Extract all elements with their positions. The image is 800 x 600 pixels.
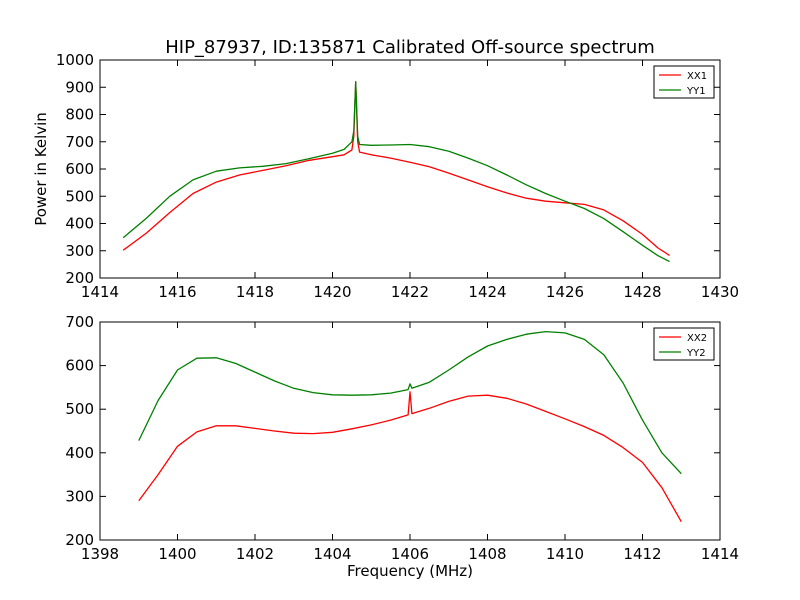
- top-chart-legend-label-xx1: XX1: [687, 71, 707, 82]
- top-chart-y-axis-label: Power in Kelvin: [32, 112, 50, 226]
- top-chart-legend-label-yy1: YY1: [686, 86, 706, 97]
- top-chart-y-tick-label: 700: [65, 133, 94, 151]
- top-chart-x-tick-label: 1420: [313, 283, 351, 301]
- bottom-chart-x-tick-label: 1402: [236, 545, 274, 563]
- bottom-chart-y-tick-label: 300: [65, 487, 94, 505]
- bottom-chart-x-tick-label: 1408: [468, 545, 506, 563]
- top-chart-title: HIP_87937, ID:135871 Calibrated Off-sour…: [165, 37, 655, 58]
- top-chart-y-tick-label: 800: [65, 106, 94, 124]
- top-chart-y-tick-label: 1000: [56, 51, 94, 69]
- top-chart-x-tick-label: 1426: [546, 283, 584, 301]
- top-chart-series-xx1-line: [122, 81, 670, 256]
- bottom-chart: Frequency (MHz) 1398 1400 1402 1404 1406 1408…: [65, 313, 739, 580]
- top-chart-x-tick-label: 1416: [158, 283, 196, 301]
- top-chart-y-tick-label: 300: [65, 242, 94, 260]
- bottom-chart-series-xx2-line: [138, 391, 682, 523]
- bottom-chart-legend-label-xx2: XX2: [687, 333, 707, 344]
- top-chart-x-tick-label: 1418: [236, 283, 274, 301]
- bottom-chart-x-tick-label: 1406: [391, 545, 429, 563]
- top-chart-legend-box: [653, 65, 715, 99]
- top-chart-x-tick-label: 1424: [468, 283, 506, 301]
- top-chart-x-tick-label: 1422: [391, 283, 429, 301]
- top-chart-y-tick-label: 200: [65, 269, 94, 287]
- bottom-chart-x-tick-label: 1414: [701, 545, 739, 563]
- bottom-chart-x-tick-label: 1400: [158, 545, 196, 563]
- bottom-chart-x-tick-label: 1398: [81, 545, 119, 563]
- bottom-chart-x-tick-label: 1410: [546, 545, 584, 563]
- bottom-chart-legend-label-yy2: YY2: [686, 348, 706, 359]
- top-chart-x-tick-label: 1428: [623, 283, 661, 301]
- bottom-chart-series-yy2-line: [138, 330, 682, 475]
- top-chart-series-yy1-line: [122, 81, 670, 263]
- top-chart-y-tick-label: 900: [65, 78, 94, 96]
- top-chart-y-tick-label: 600: [65, 160, 94, 178]
- bottom-chart-y-tick-label: 500: [65, 400, 94, 418]
- bottom-chart-x-axis-label: Frequency (MHz): [347, 562, 473, 580]
- bottom-chart-x-tick-label: 1412: [623, 545, 661, 563]
- bottom-chart-y-tick-label: 200: [65, 531, 94, 549]
- bottom-chart-x-tick-label: 1404: [313, 545, 351, 563]
- top-chart-x-tick-label: 1414: [81, 283, 119, 301]
- bottom-chart-y-tick-label: 400: [65, 444, 94, 462]
- top-chart-y-tick-label: 400: [65, 215, 94, 233]
- top-chart-x-tick-label: 1430: [701, 283, 739, 301]
- bottom-chart-legend-box: [653, 327, 715, 361]
- top-chart: HIP_87937, ID:135871 Calibrated Off-sour…: [32, 37, 739, 301]
- bottom-chart-y-tick-label: 700: [65, 313, 94, 331]
- bottom-chart-y-tick-label: 600: [65, 357, 94, 375]
- top-chart-y-tick-label: 500: [65, 187, 94, 205]
